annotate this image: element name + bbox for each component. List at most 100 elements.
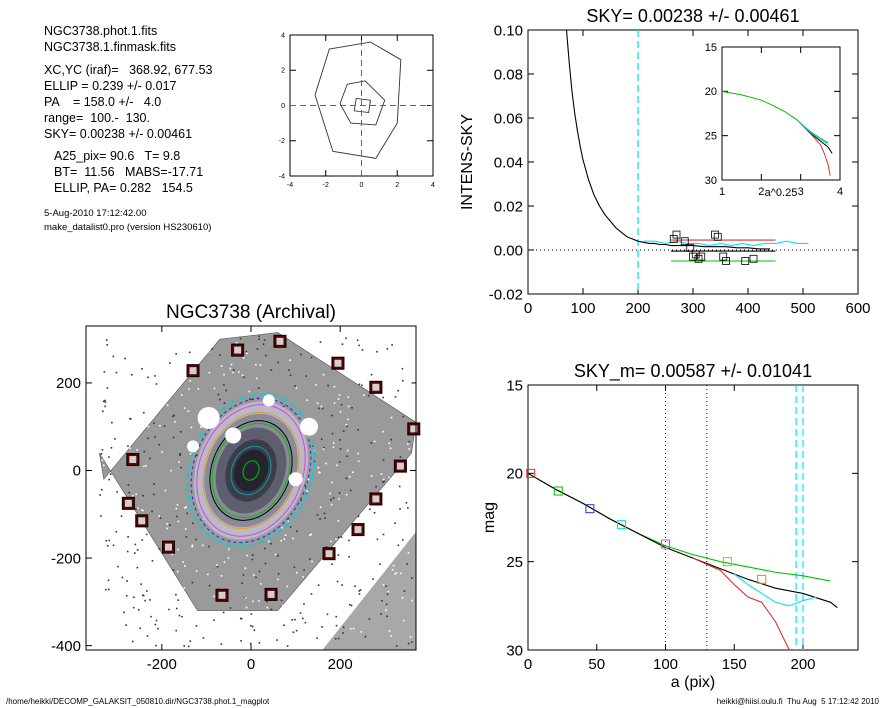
image-noise	[340, 403, 343, 406]
image-noise	[130, 373, 133, 376]
image-noise	[258, 621, 261, 623]
sky-box-inner	[325, 550, 333, 558]
image-noise	[264, 547, 266, 550]
image-noise	[168, 608, 170, 611]
image-noise	[147, 376, 149, 379]
info-ellip: ELLIP = 0.239 +/- 0.017	[44, 79, 177, 93]
image-noise	[171, 553, 173, 556]
image-noise	[350, 535, 352, 538]
image-noise	[112, 362, 115, 365]
image-noise	[283, 624, 285, 627]
image-noise	[318, 471, 320, 474]
surface_brightness-ytick-label: 30	[506, 642, 523, 659]
image-noise	[388, 630, 391, 632]
image-noise	[357, 428, 359, 431]
image-noise	[406, 563, 409, 565]
image-noise	[343, 595, 345, 597]
image-noise	[301, 617, 304, 620]
image-noise	[397, 544, 400, 547]
image-noise	[136, 449, 138, 451]
image-noise	[175, 593, 177, 596]
image-noise	[345, 337, 347, 340]
sky-sample-marker	[697, 252, 706, 261]
image-noise	[401, 539, 404, 541]
image-noise	[127, 445, 129, 447]
image-noise	[116, 491, 118, 493]
image-noise	[282, 604, 284, 607]
image-noise	[141, 391, 143, 394]
image-noise	[116, 492, 119, 495]
image-noise	[404, 531, 407, 534]
image-noise	[307, 478, 310, 481]
image-noise	[293, 566, 296, 569]
image-noise	[147, 437, 149, 440]
contour-line	[353, 98, 371, 114]
image-noise	[100, 574, 103, 577]
image-noise	[331, 432, 334, 435]
image-noise	[131, 640, 134, 643]
info-program: make_datalist0.pro (version HS230610)	[44, 222, 212, 233]
image-noise	[391, 344, 393, 346]
image-noise	[248, 619, 251, 622]
image-noise	[104, 399, 106, 402]
image-noise	[319, 341, 322, 343]
image-noise	[352, 471, 354, 473]
image-noise	[208, 371, 211, 374]
image-noise	[281, 526, 283, 529]
image-noise	[322, 373, 325, 376]
image-noise	[351, 407, 353, 409]
footer-path: /home/heikki/DECOMP_GALAKSIT_050810.dir/…	[6, 697, 270, 706]
image-noise	[352, 627, 355, 630]
image-noise	[398, 396, 401, 398]
surface_brightness-xtick-label: 100	[653, 656, 678, 673]
image-noise	[283, 538, 286, 540]
image-noise	[108, 456, 110, 458]
mag-profile-series	[527, 472, 838, 609]
image-noise	[266, 606, 269, 609]
image-noise	[358, 383, 361, 386]
image-noise	[331, 481, 333, 484]
image-noise	[137, 507, 139, 510]
centroid_contour-xtick-label: -2	[323, 182, 329, 189]
image-noise	[350, 604, 353, 607]
image-noise	[117, 565, 119, 568]
image-noise	[102, 464, 105, 467]
image-noise	[139, 544, 142, 547]
image-noise	[315, 604, 317, 606]
image-noise	[228, 548, 230, 551]
image-noise	[117, 369, 119, 372]
info-sky: SKY= 0.00238 +/- 0.00461	[44, 127, 193, 141]
image-noise	[385, 585, 387, 587]
image-noise	[120, 547, 122, 550]
image-noise	[137, 419, 139, 422]
image-noise	[115, 353, 117, 356]
image-noise	[382, 396, 384, 399]
image-noise	[411, 599, 413, 602]
image-noise	[170, 606, 173, 609]
image-noise	[196, 454, 198, 456]
image-noise	[223, 402, 226, 404]
surface_brightness-xtick-label: 200	[790, 656, 815, 673]
mag-marker	[526, 468, 536, 478]
image-noise	[146, 635, 149, 637]
image-noise	[395, 572, 398, 574]
image-noise	[311, 560, 313, 563]
image-noise	[245, 606, 248, 609]
image-noise	[195, 570, 198, 572]
image-noise	[406, 487, 409, 490]
image-noise	[339, 448, 342, 450]
image-noise	[120, 570, 123, 572]
image-noise	[347, 405, 350, 408]
image-noise	[102, 410, 104, 413]
image-noise	[100, 515, 102, 517]
image-noise	[121, 576, 124, 579]
image-noise	[150, 615, 152, 618]
inset_profile-ytick-label: 30	[705, 175, 717, 187]
image-noise	[373, 440, 376, 443]
image-noise	[135, 508, 137, 510]
info-panel: NGC3738.phot.1.fits NGC3738.1.finmask.fi…	[0, 0, 260, 240]
image-noise	[320, 438, 323, 441]
image-noise	[407, 413, 410, 416]
image-noise	[155, 383, 158, 385]
sky-box-inner	[372, 383, 380, 391]
